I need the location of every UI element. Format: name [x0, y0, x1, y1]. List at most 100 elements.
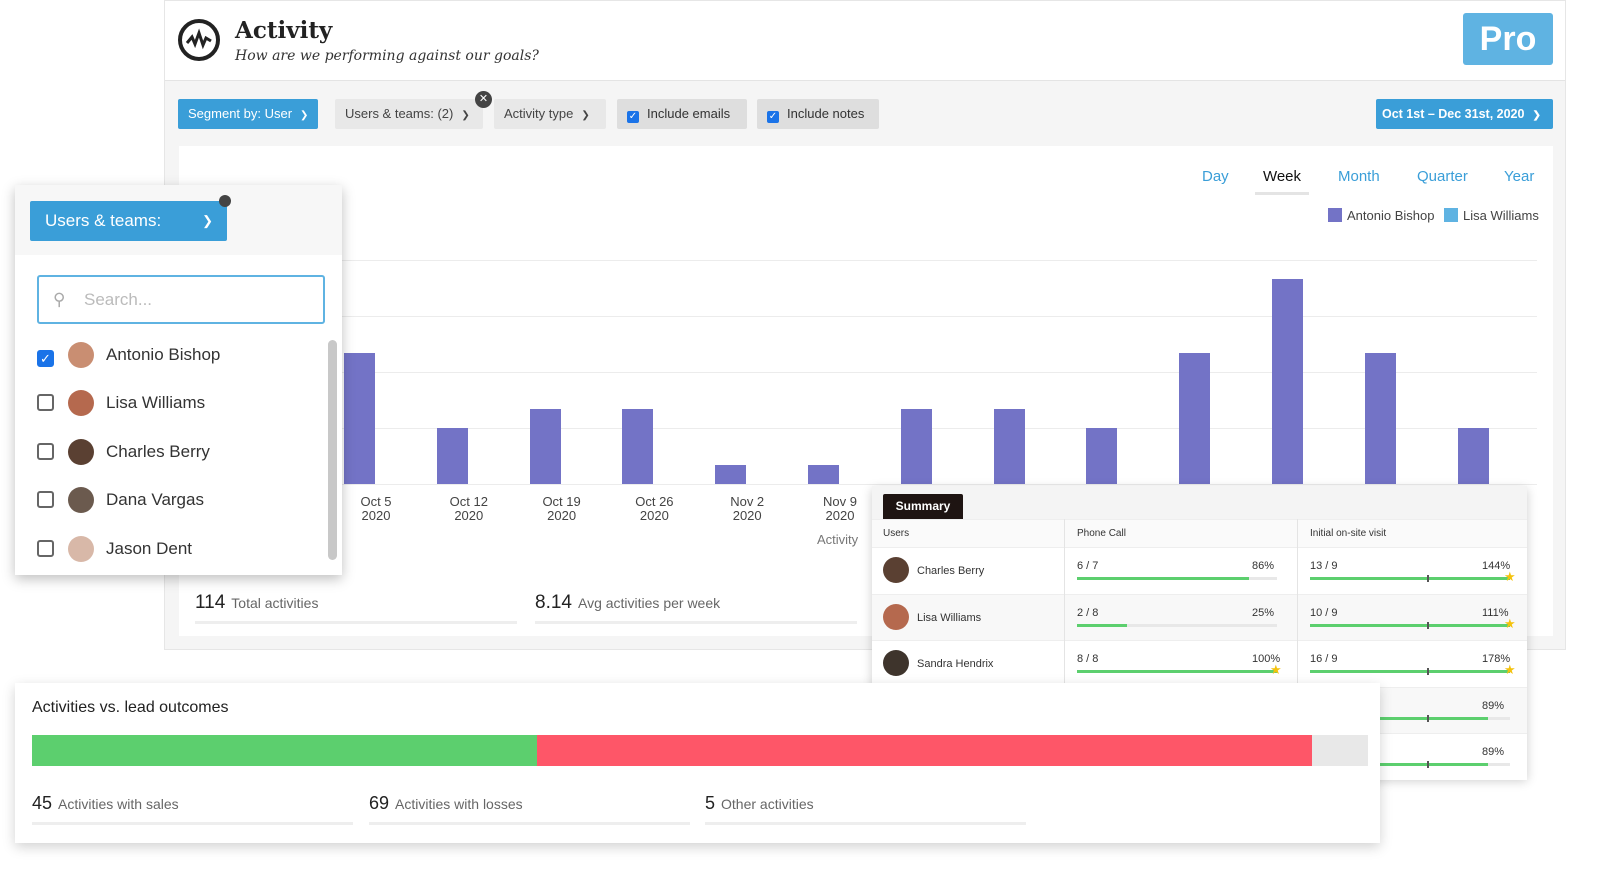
checkbox-checked-icon[interactable]: ✓	[767, 111, 779, 123]
progress-fill	[1310, 577, 1510, 580]
x-tick-label: Nov 2 2020	[717, 495, 777, 523]
bar[interactable]	[1179, 353, 1211, 484]
column-header-initial-visit: Initial on-site visit	[1310, 528, 1387, 539]
stat-value: 5	[705, 793, 716, 813]
progress-fill	[1310, 670, 1510, 673]
tab-quarter[interactable]: Quarter	[1417, 168, 1468, 185]
stat-value: 45	[32, 793, 53, 813]
page-title: Activity	[235, 17, 333, 44]
user-name: Lisa Williams	[917, 611, 982, 624]
progress-fill	[1077, 623, 1127, 627]
users-teams-button[interactable]: Users & teams: ❯	[30, 201, 227, 241]
avatar	[68, 342, 94, 368]
phone-percent: 86%	[1252, 560, 1275, 572]
stat-label: Activities with losses	[395, 796, 523, 812]
clear-filter-icon[interactable]: ✕	[475, 91, 492, 108]
bar[interactable]	[529, 409, 561, 484]
x-tick-year: 2020	[639, 508, 669, 523]
tab-summary[interactable]: Summary	[883, 494, 963, 519]
bar[interactable]	[993, 409, 1025, 484]
avatar	[883, 650, 909, 676]
user-list-item[interactable]: Dana Vargas	[37, 485, 204, 515]
user-list-item[interactable]: Jason Dent	[37, 534, 192, 564]
include-emails-label: Include emails	[647, 106, 731, 121]
avatar	[68, 535, 94, 562]
bar[interactable]	[715, 465, 747, 484]
phone-progress	[1077, 623, 1277, 627]
bar[interactable]	[1272, 278, 1303, 484]
bar[interactable]	[808, 465, 839, 484]
user-name: Sandra Hendrix	[917, 658, 994, 670]
x-axis-label: Activity	[817, 532, 859, 547]
star-icon: ★	[1504, 615, 1516, 631]
avatar	[883, 557, 909, 583]
activity-report: Activity How are we performing against o…	[164, 0, 1566, 650]
bar[interactable]	[1364, 353, 1396, 484]
tab-day[interactable]: Day	[1202, 168, 1229, 185]
search-placeholder: Search...	[84, 290, 153, 309]
x-tick-label: Oct 5 2020	[346, 495, 406, 523]
checkbox[interactable]	[37, 539, 54, 557]
header: Activity How are we performing against o…	[165, 1, 1565, 81]
bar[interactable]	[436, 428, 468, 484]
table-row: Lisa Williams 2 / 8 25% 10 / 9 111% ★	[872, 593, 1527, 641]
checkbox[interactable]	[37, 491, 54, 509]
phone-value: 2 / 8	[1077, 606, 1099, 619]
table-row: Sandra Hendrix 8 / 8 100% ★ 16 / 9 178% ★	[872, 640, 1527, 687]
chevron-down-icon: ❯	[202, 213, 213, 228]
bar[interactable]	[1086, 428, 1118, 484]
x-tick-month: Nov 9	[823, 494, 857, 509]
goal-marker	[1427, 575, 1429, 582]
stat-sales: 45 Activities with sales	[32, 793, 353, 825]
tab-week[interactable]: Week	[1255, 168, 1309, 195]
visit-progress	[1310, 668, 1510, 675]
include-notes-toggle[interactable]: ✓ Include notes	[757, 99, 879, 129]
include-notes-label: Include notes	[787, 106, 865, 121]
column-header-users: Users	[883, 528, 910, 539]
gridline	[340, 484, 1537, 485]
visit-value: 10 / 9	[1310, 606, 1338, 619]
gridline	[340, 316, 1537, 317]
checkbox[interactable]: ✓	[37, 350, 54, 367]
x-tick-label: Oct 19 2020	[532, 495, 592, 523]
star-icon: ★	[1504, 569, 1516, 584]
users-teams-button-label: Users & teams:	[45, 211, 162, 230]
tab-month[interactable]: Month	[1338, 168, 1380, 185]
avatar	[68, 438, 94, 465]
legend-item[interactable]: Lisa Williams	[1444, 208, 1539, 223]
users-teams-dropdown[interactable]: Users & teams: (2) ❯	[335, 99, 483, 129]
x-tick-year: 2020	[825, 508, 855, 523]
visit-progress	[1310, 575, 1510, 582]
include-emails-toggle[interactable]: ✓ Include emails	[617, 99, 747, 129]
legend-label: Lisa Williams	[1463, 208, 1539, 223]
tab-year[interactable]: Year	[1504, 168, 1535, 185]
column-header-phone-call: Phone Call	[1077, 528, 1126, 539]
phone-progress	[1077, 577, 1277, 580]
search-input[interactable]: ⚲ Search...	[37, 275, 325, 324]
table-row: Charles Berry 6 / 7 86% 13 / 9 144% ★	[872, 547, 1527, 594]
bar[interactable]	[622, 409, 654, 484]
phone-percent: 100%	[1252, 653, 1281, 665]
visit-progress	[1310, 621, 1510, 629]
user-name: Lisa Williams	[106, 393, 206, 413]
users-teams-label: Users & teams: (2)	[345, 106, 454, 121]
user-list-item[interactable]: ✓ Antonio Bishop	[37, 340, 220, 370]
checkbox[interactable]	[37, 394, 54, 412]
column-divider	[1064, 519, 1065, 778]
segment-by-dropdown[interactable]: Segment by: User ❯	[178, 99, 319, 129]
bar[interactable]	[1457, 428, 1489, 484]
activity-type-dropdown[interactable]: Activity type ❯	[494, 99, 606, 129]
user-list-item[interactable]: Lisa Williams	[37, 388, 205, 418]
bar[interactable]	[344, 353, 375, 484]
date-range-dropdown[interactable]: Oct 1st – Dec 31st, 2020 ❯	[1376, 99, 1553, 129]
checkbox-checked-icon[interactable]: ✓	[627, 111, 639, 123]
user-list-item[interactable]: Charles Berry	[37, 437, 210, 467]
gridline	[340, 428, 1537, 429]
checkbox[interactable]	[37, 442, 54, 460]
notification-dot	[219, 195, 231, 207]
legend-item[interactable]: Antonio Bishop	[1328, 208, 1434, 223]
visit-percent: 178%	[1482, 653, 1511, 665]
bar[interactable]	[900, 409, 932, 484]
scrollbar[interactable]	[328, 340, 337, 560]
gridline	[340, 372, 1537, 373]
